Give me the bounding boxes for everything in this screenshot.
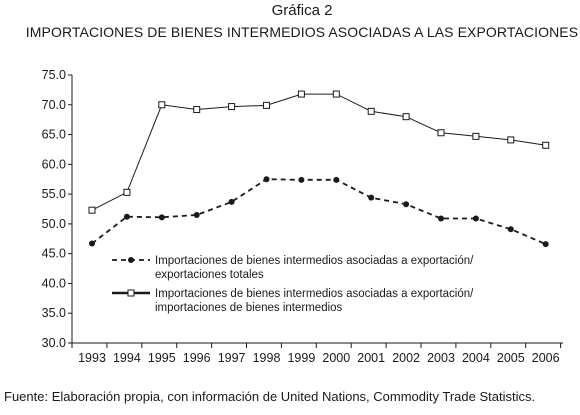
- data-point: [333, 176, 340, 183]
- x-tick-label: 1995: [148, 351, 176, 365]
- y-tick-label: 65.0: [42, 128, 66, 142]
- data-point: [193, 106, 201, 114]
- x-tick-label: 1996: [183, 351, 211, 365]
- data-point: [89, 240, 95, 247]
- axes: 30.0 35.0 40.0 45.0 50.0 55.0 60.0 65.0 70.0 75.0…: [42, 68, 563, 365]
- data-point: [88, 206, 96, 214]
- data-point: [332, 90, 340, 98]
- x-tick-label: 2001: [357, 351, 385, 365]
- x-tick-label: 2000: [322, 351, 350, 365]
- legend-marker: [128, 257, 134, 263]
- x-tick-label: 1998: [253, 351, 281, 365]
- legend-label: Importaciones de bienes intermedios asoc…: [155, 255, 474, 267]
- y-tick-label: 70.0: [42, 98, 66, 112]
- data-point: [507, 226, 514, 233]
- y-tick-label: 55.0: [42, 187, 66, 201]
- y-tick-label: 40.0: [42, 276, 66, 290]
- x-tick-label: 1993: [78, 351, 106, 365]
- data-point: [368, 194, 375, 201]
- x-tick-label: 1997: [218, 351, 246, 365]
- data-point: [228, 198, 235, 205]
- data-point: [263, 176, 270, 183]
- source-label: Fuente:: [4, 389, 49, 404]
- data-point: [472, 132, 480, 140]
- data-point: [158, 214, 165, 221]
- data-point: [542, 141, 550, 149]
- legend-label: importaciones de bienes intermedios: [155, 302, 343, 314]
- data-point: [297, 90, 305, 98]
- series-line: [91, 93, 546, 211]
- data-point: [193, 211, 200, 218]
- series-exportaciones-totales: [89, 176, 549, 248]
- x-tick-label: 2003: [427, 351, 455, 365]
- data-point: [542, 241, 549, 248]
- series-layer: [88, 90, 550, 248]
- x-tick-label: 2006: [532, 351, 560, 365]
- data-point: [438, 215, 444, 222]
- series-importaciones-bienes-intermedios: [88, 90, 550, 214]
- chart-title: Gráfica 2: [271, 2, 333, 19]
- y-tick-label: 35.0: [42, 306, 66, 320]
- data-point: [228, 103, 236, 111]
- data-point: [123, 188, 131, 196]
- data-point: [437, 129, 445, 137]
- y-tick-label: 75.0: [42, 68, 66, 82]
- y-tick-label: 30.0: [42, 336, 66, 350]
- x-tick-label: 2004: [462, 351, 490, 365]
- legend: Importaciones de bienes intermedios asoc…: [112, 255, 474, 314]
- x-tick-label: 2002: [392, 351, 420, 365]
- data-point: [507, 136, 515, 144]
- source-note: Fuente: Elaboración propia, con informac…: [4, 389, 535, 404]
- data-point: [263, 101, 270, 109]
- legend-label: Importaciones de bienes intermedios asoc…: [155, 288, 474, 300]
- chart-subtitle: IMPORTACIONES DE BIENES INTERMEDIOS ASOC…: [25, 24, 579, 40]
- legend-marker: [127, 289, 135, 297]
- x-tick-label: 1994: [113, 351, 141, 365]
- y-tick-label: 50.0: [42, 217, 66, 231]
- series-line: [91, 178, 547, 245]
- data-point: [123, 213, 130, 220]
- x-tick-label: 2005: [497, 351, 525, 365]
- data-point: [367, 107, 375, 115]
- data-point: [298, 176, 305, 183]
- data-point: [472, 215, 479, 222]
- data-point: [403, 201, 410, 208]
- y-tick-label: 60.0: [42, 157, 66, 171]
- legend-label: exportaciones totales: [155, 269, 264, 281]
- x-tick-label: 1999: [287, 351, 315, 365]
- data-point: [402, 113, 410, 121]
- source-text: Elaboración propia, con información de U…: [48, 389, 536, 404]
- y-tick-label: 45.0: [42, 247, 66, 261]
- data-point: [158, 101, 166, 109]
